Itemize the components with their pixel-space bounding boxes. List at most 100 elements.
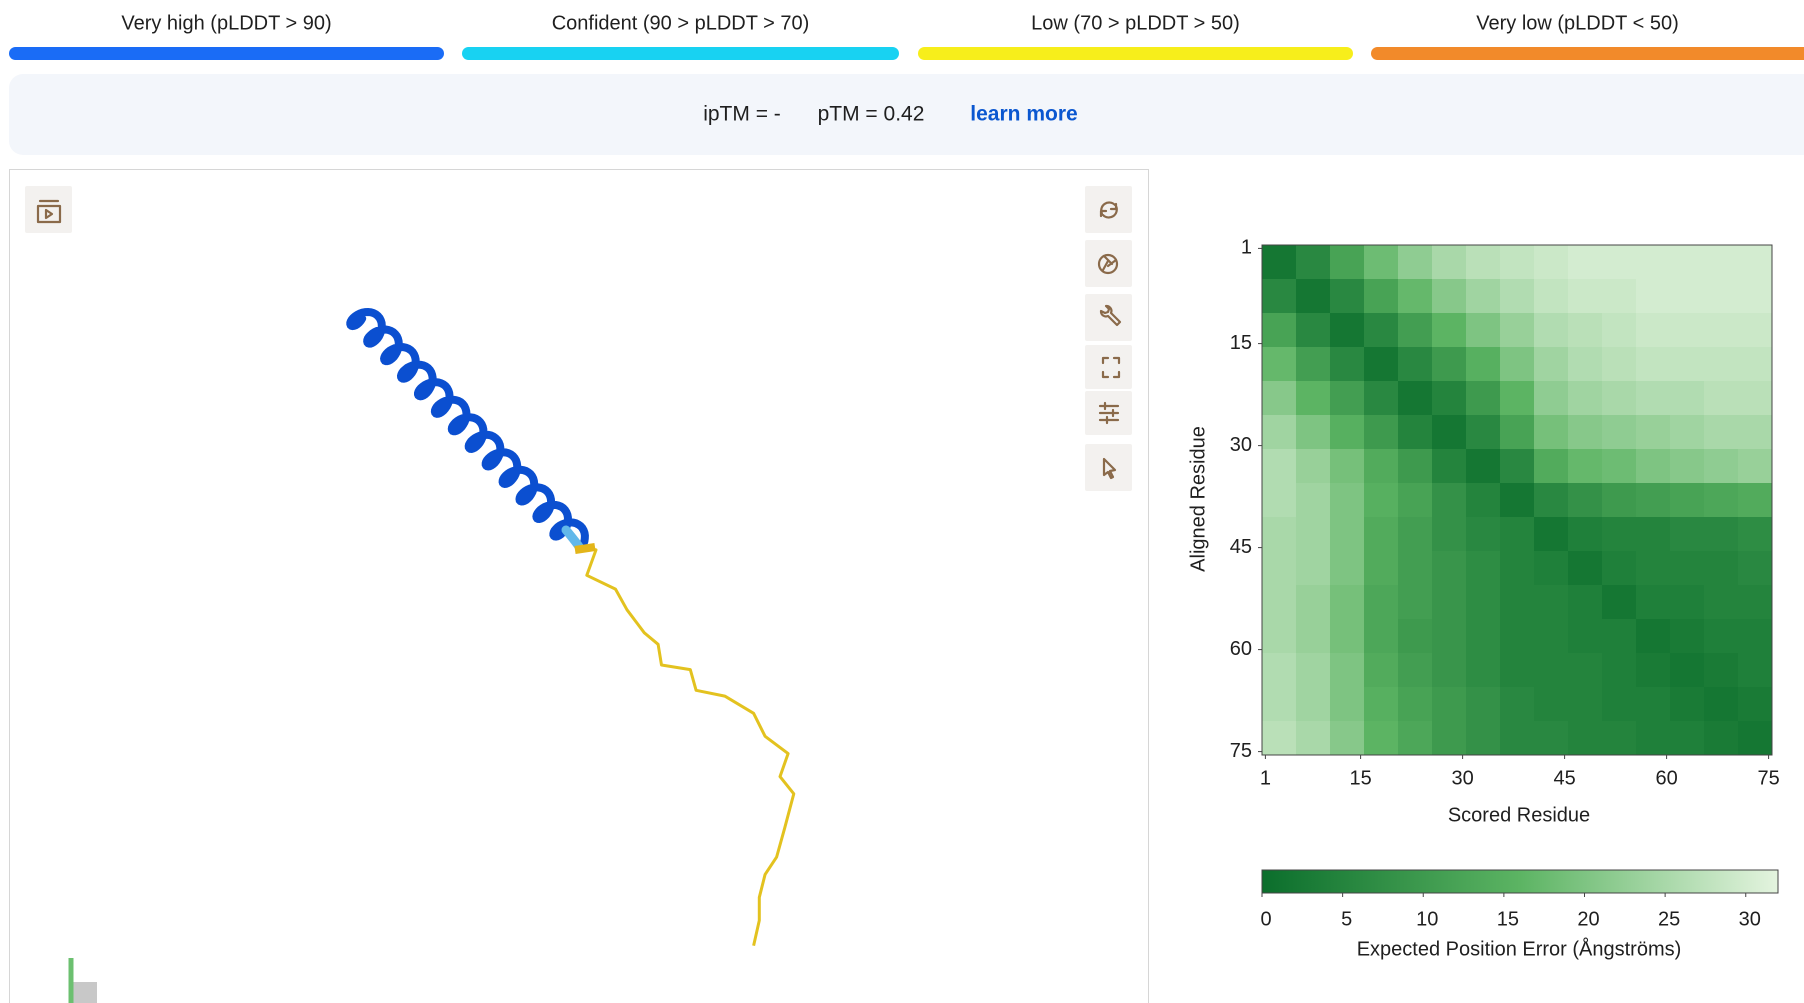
playback-button[interactable] bbox=[25, 186, 72, 233]
pae-cell bbox=[1534, 551, 1569, 586]
pae-cell bbox=[1636, 721, 1671, 756]
pae-cell bbox=[1330, 721, 1365, 756]
pae-cell bbox=[1330, 551, 1365, 586]
pae-cell bbox=[1670, 585, 1705, 620]
pae-cell bbox=[1330, 449, 1365, 484]
pae-cell bbox=[1364, 721, 1399, 756]
pae-cell bbox=[1262, 619, 1297, 654]
pae-cell bbox=[1398, 279, 1433, 314]
pae-cell bbox=[1466, 619, 1501, 654]
pae-cell bbox=[1738, 245, 1773, 280]
pae-cell bbox=[1364, 551, 1399, 586]
pae-cell bbox=[1398, 653, 1433, 688]
pae-cell bbox=[1466, 245, 1501, 280]
pae-cell bbox=[1330, 415, 1365, 450]
pae-cell bbox=[1432, 721, 1467, 756]
pae-cell bbox=[1568, 551, 1603, 586]
pae-cell bbox=[1568, 245, 1603, 280]
pae-cell bbox=[1636, 653, 1671, 688]
pae-cell bbox=[1704, 483, 1739, 518]
pae-cell bbox=[1568, 721, 1603, 756]
learn-more-link[interactable]: learn more bbox=[970, 103, 1077, 126]
pae-cell bbox=[1670, 245, 1705, 280]
pae-cell bbox=[1500, 585, 1535, 620]
axes-gizmo bbox=[68, 958, 97, 1003]
pae-cell bbox=[1636, 245, 1671, 280]
colorbar-tick-label: 0 bbox=[1260, 908, 1271, 930]
pae-cell bbox=[1262, 687, 1297, 722]
pae-cell bbox=[1398, 619, 1433, 654]
pae-cell bbox=[1636, 449, 1671, 484]
pae-cell bbox=[1738, 687, 1773, 722]
pae-cell bbox=[1466, 279, 1501, 314]
colorbar-tick-label: 20 bbox=[1577, 908, 1599, 930]
pae-cell bbox=[1398, 687, 1433, 722]
rotate-button[interactable] bbox=[1085, 186, 1132, 233]
pae-frame bbox=[1261, 244, 1773, 756]
pae-cell bbox=[1296, 721, 1331, 756]
pae-cell bbox=[1534, 245, 1569, 280]
pae-cell bbox=[1296, 551, 1331, 586]
helix bbox=[346, 307, 589, 551]
coil bbox=[580, 545, 796, 947]
coil-start bbox=[574, 543, 596, 554]
pae-cell bbox=[1330, 483, 1365, 518]
pae-cell bbox=[1738, 313, 1773, 348]
x-tick-label: 30 bbox=[1451, 767, 1473, 789]
pae-cell bbox=[1500, 517, 1535, 552]
pae-cell bbox=[1670, 449, 1705, 484]
snapshot-button[interactable] bbox=[1085, 240, 1132, 287]
pae-cell bbox=[1738, 585, 1773, 620]
pae-cell bbox=[1296, 347, 1331, 382]
pae-cell bbox=[1670, 313, 1705, 348]
y-axis-label: Aligned Residue bbox=[1187, 426, 1209, 572]
structure-viewer[interactable] bbox=[9, 169, 1149, 1003]
pae-cell bbox=[1738, 653, 1773, 688]
colorbar-tick-label: 10 bbox=[1416, 908, 1438, 930]
y-tick-label: 1 bbox=[1241, 237, 1252, 259]
pae-cell bbox=[1704, 279, 1739, 314]
pae-cell bbox=[1296, 279, 1331, 314]
pae-cell bbox=[1330, 245, 1365, 280]
y-tick-label: 30 bbox=[1230, 434, 1252, 456]
pae-cell bbox=[1330, 313, 1365, 348]
pae-cell bbox=[1432, 347, 1467, 382]
pae-cell bbox=[1262, 721, 1297, 756]
pae-cell bbox=[1364, 313, 1399, 348]
pae-cell bbox=[1704, 381, 1739, 416]
settings-button[interactable] bbox=[1085, 391, 1132, 435]
pae-cell bbox=[1432, 687, 1467, 722]
pae-cell bbox=[1534, 483, 1569, 518]
pae-cell bbox=[1330, 687, 1365, 722]
pae-cell bbox=[1636, 551, 1671, 586]
pae-cell bbox=[1466, 551, 1501, 586]
pae-cell bbox=[1670, 381, 1705, 416]
pae-cell bbox=[1262, 279, 1297, 314]
pae-cell bbox=[1466, 415, 1501, 450]
fullscreen-button[interactable] bbox=[1085, 345, 1132, 389]
pae-cell bbox=[1602, 245, 1637, 280]
pae-cell bbox=[1364, 279, 1399, 314]
select-button[interactable] bbox=[1085, 444, 1132, 491]
pae-cell bbox=[1398, 449, 1433, 484]
pae-cell bbox=[1602, 415, 1637, 450]
pae-cell bbox=[1704, 687, 1739, 722]
pae-cell bbox=[1636, 687, 1671, 722]
pae-cell bbox=[1432, 245, 1467, 280]
pae-cell bbox=[1534, 585, 1569, 620]
pae-cell bbox=[1636, 347, 1671, 382]
colorbar-label: Expected Position Error (Ångströms) bbox=[1357, 937, 1682, 960]
pae-cell bbox=[1602, 721, 1637, 756]
pae-cell bbox=[1364, 687, 1399, 722]
pae-cell bbox=[1364, 585, 1399, 620]
pae-cell bbox=[1466, 483, 1501, 518]
pae-cell bbox=[1330, 653, 1365, 688]
pae-cell bbox=[1500, 313, 1535, 348]
pae-cell bbox=[1262, 551, 1297, 586]
pae-cell bbox=[1534, 687, 1569, 722]
pae-cell bbox=[1670, 619, 1705, 654]
pae-cell bbox=[1262, 415, 1297, 450]
y-tick-label: 45 bbox=[1230, 536, 1252, 558]
pae-cell bbox=[1432, 653, 1467, 688]
tools-button[interactable] bbox=[1085, 294, 1132, 341]
